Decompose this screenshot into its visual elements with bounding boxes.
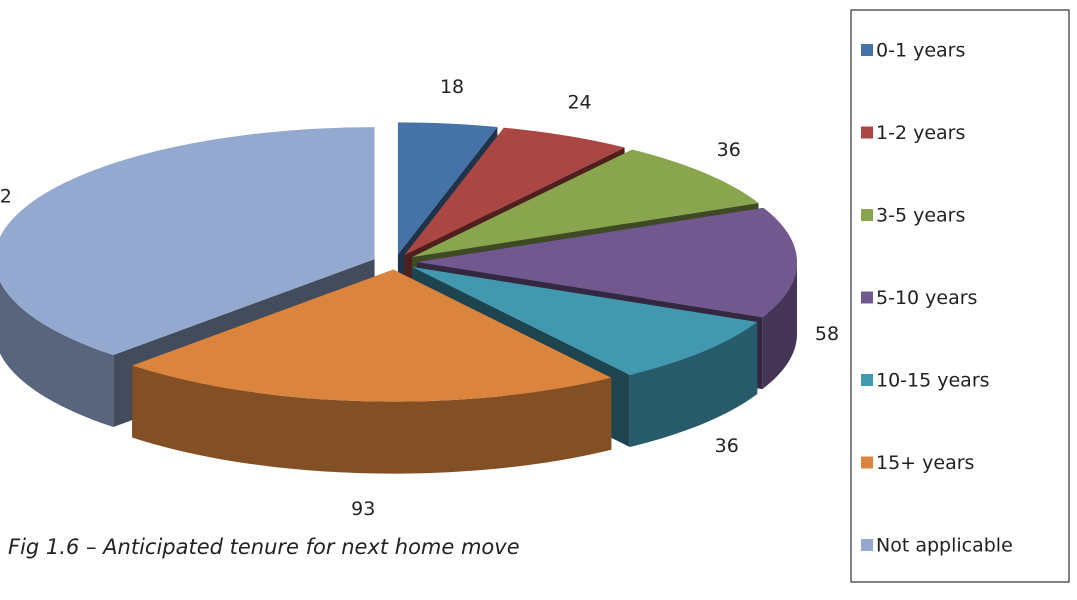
legend-swatch bbox=[861, 539, 873, 551]
legend-swatch bbox=[861, 456, 873, 469]
data-label: 58 bbox=[815, 323, 839, 345]
slice-side bbox=[629, 321, 758, 448]
slice bbox=[411, 149, 759, 258]
legend-swatch bbox=[861, 374, 873, 386]
chart-title: Fig 1.6 – Anticipated tenure for next ho… bbox=[8, 535, 520, 559]
legend-swatch bbox=[861, 126, 873, 139]
data-label: 36 bbox=[717, 139, 741, 161]
legend-label: Not applicable bbox=[876, 535, 1013, 557]
data-label: 18 bbox=[440, 76, 464, 98]
data-label: 36 bbox=[715, 435, 739, 457]
legend-swatch bbox=[861, 44, 873, 56]
data-label: 24 bbox=[567, 91, 591, 113]
legend-label: 1-2 years bbox=[876, 122, 965, 144]
legend-label: 15+ years bbox=[876, 452, 974, 474]
slice bbox=[0, 127, 375, 356]
slice-side bbox=[132, 365, 612, 474]
legend-swatch bbox=[861, 209, 873, 221]
legend-label: 5-10 years bbox=[876, 287, 977, 309]
slice bbox=[132, 269, 612, 402]
slice-side bbox=[0, 281, 114, 428]
data-label: 162 bbox=[0, 185, 12, 207]
slice-side bbox=[762, 262, 797, 390]
legend-label: 10-15 years bbox=[876, 370, 990, 392]
data-label: 93 bbox=[351, 498, 375, 520]
slice bbox=[404, 127, 625, 256]
slice bbox=[411, 266, 758, 376]
slice bbox=[416, 207, 797, 318]
legend-box bbox=[850, 9, 1070, 583]
legend-label: 0-1 years bbox=[876, 40, 965, 62]
legend-label: 3-5 years bbox=[876, 205, 965, 227]
slice bbox=[397, 122, 498, 255]
legend-swatch bbox=[861, 291, 873, 304]
